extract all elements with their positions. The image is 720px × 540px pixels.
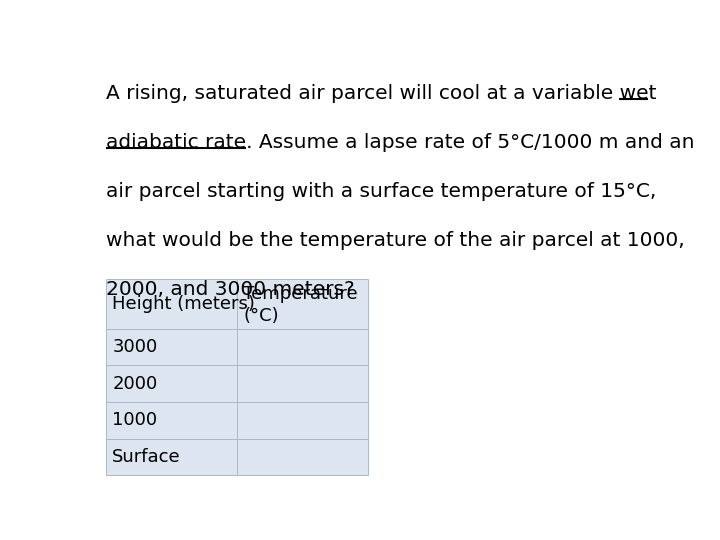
Text: Surface: Surface: [112, 448, 181, 466]
Bar: [106, 366, 237, 402]
Text: what would be the temperature of the air parcel at 1000,: what would be the temperature of the air…: [106, 231, 685, 249]
Text: Temperature
(°C): Temperature (°C): [243, 285, 358, 325]
Bar: [237, 438, 368, 475]
Text: Height (meters): Height (meters): [112, 295, 255, 313]
Bar: [237, 329, 368, 366]
Bar: [106, 438, 237, 475]
Text: adiabatic rate. Assume a lapse rate of 5°C/1000 m and an: adiabatic rate. Assume a lapse rate of 5…: [106, 133, 694, 152]
Bar: [237, 279, 368, 329]
Text: A rising, saturated air parcel will cool at a variable wet: A rising, saturated air parcel will cool…: [106, 84, 656, 103]
Bar: [106, 279, 237, 329]
Text: 1000: 1000: [112, 411, 158, 429]
Bar: [237, 402, 368, 438]
Text: 3000: 3000: [112, 338, 158, 356]
Text: 2000: 2000: [112, 375, 158, 393]
Bar: [106, 402, 237, 438]
Text: air parcel starting with a surface temperature of 15°C,: air parcel starting with a surface tempe…: [106, 181, 656, 201]
Bar: [237, 366, 368, 402]
Text: 2000, and 3000 meters?: 2000, and 3000 meters?: [106, 280, 354, 299]
Bar: [106, 329, 237, 366]
